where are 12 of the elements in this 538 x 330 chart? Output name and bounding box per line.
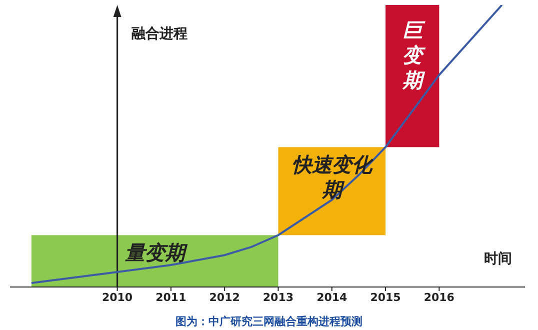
x-tick-label: 2011 [156,290,186,304]
band-label: 巨变期 [401,18,426,92]
band-label: 量变期 [124,240,188,265]
x-axis-title: 时间 [484,251,512,267]
x-tick-label: 2015 [370,290,401,304]
x-tick-label: 2014 [316,290,348,304]
text: 图为：中广研究三网融合重构进程预测 [174,314,364,329]
x-tick-label: 2013 [262,290,294,304]
x-tick-label: 2012 [209,290,240,304]
y-axis-title: 融合进程 [131,26,188,42]
x-tick-label: 2016 [424,290,455,304]
x-tick-label: 2010 [102,290,133,304]
